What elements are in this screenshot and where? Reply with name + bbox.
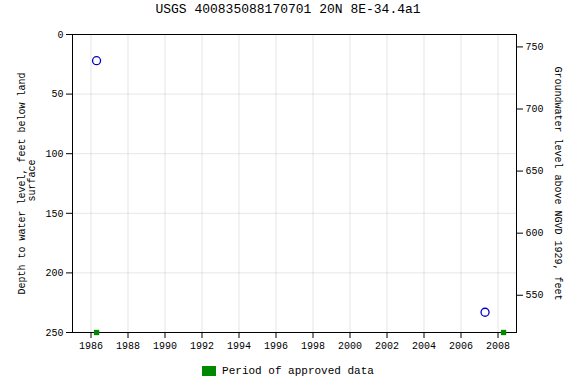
svg-text:2006: 2006 — [449, 341, 473, 352]
svg-text:1996: 1996 — [264, 341, 288, 352]
svg-text:50: 50 — [51, 89, 63, 100]
svg-text:1992: 1992 — [190, 341, 214, 352]
html-text:Period of approved data: Period of approved data — [222, 365, 374, 377]
svg-text:2008: 2008 — [486, 341, 510, 352]
svg-text:2002: 2002 — [375, 341, 399, 352]
svg-text:1994: 1994 — [227, 341, 251, 352]
svg-text:700: 700 — [526, 104, 544, 115]
svg-text:100: 100 — [45, 149, 63, 160]
svg-text:650: 650 — [526, 166, 544, 177]
svg-text:Groundwater level above NGVD 1: Groundwater level above NGVD 1929, feet — [552, 66, 563, 300]
svg-text:200: 200 — [45, 268, 63, 279]
svg-text:150: 150 — [45, 209, 63, 220]
svg-text:2004: 2004 — [412, 341, 436, 352]
html-text:USGS 400835088170701 20N 8E-34: USGS 400835088170701 20N 8E-34.4a1 — [155, 2, 421, 17]
svg-text:2000: 2000 — [338, 341, 362, 352]
svg-text:0: 0 — [57, 30, 63, 41]
svg-text:1986: 1986 — [79, 341, 103, 352]
svg-text:600: 600 — [526, 228, 544, 239]
svg-text:250: 250 — [45, 328, 63, 339]
svg-text:550: 550 — [526, 290, 544, 301]
svg-text:Depth to water level, feet bel: Depth to water level, feet below land su… — [17, 72, 38, 294]
svg-text:1998: 1998 — [301, 341, 325, 352]
svg-text:1990: 1990 — [153, 341, 177, 352]
svg-text:750: 750 — [526, 42, 544, 53]
svg-text:1988: 1988 — [116, 341, 140, 352]
